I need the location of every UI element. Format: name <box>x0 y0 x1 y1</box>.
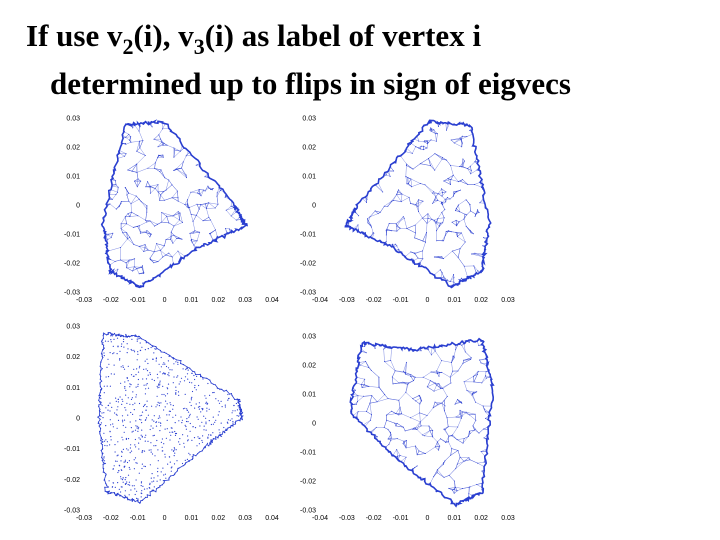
y-tick-label: -0.03 <box>300 290 316 297</box>
y-tick-label: -0.03 <box>300 508 316 515</box>
mesh-graph <box>97 332 244 504</box>
mesh-boundary <box>100 119 249 289</box>
x-tick-label: 0.02 <box>211 297 225 304</box>
y-tick-label: 0.02 <box>302 363 316 370</box>
y-tick-label: 0 <box>312 421 316 428</box>
x-tick-label: 0.02 <box>474 515 488 522</box>
x-tick-label: 0.02 <box>211 515 225 522</box>
x-tick-label: -0.01 <box>393 515 409 522</box>
x-tick-label: 0.03 <box>501 515 515 522</box>
mesh-graph <box>100 119 249 289</box>
y-tick-label: 0.01 <box>66 385 80 392</box>
x-tick-label: -0.01 <box>130 297 146 304</box>
x-tick-label: -0.03 <box>76 515 92 522</box>
x-tick-label: 0 <box>163 297 167 304</box>
y-tick-label: 0 <box>76 203 80 210</box>
plot-axes: 0.03 0.02 0.01 0 -0.01 -0.02 -0.03-0.03 -0.02 -0… <box>64 324 279 523</box>
x-tick-label: 0.04 <box>265 297 279 304</box>
mesh-boundary <box>349 337 495 508</box>
y-tick-label: -0.03 <box>64 290 80 297</box>
x-tick-label: 0.04 <box>265 515 279 522</box>
title-subscript-3: 3 <box>193 34 205 59</box>
x-tick-label: 0.01 <box>185 297 199 304</box>
x-tick-label: -0.03 <box>76 297 92 304</box>
x-tick-label: -0.04 <box>312 297 328 304</box>
y-tick-label: -0.01 <box>300 450 316 457</box>
x-tick-label: 0 <box>425 297 429 304</box>
y-tick-label: 0 <box>76 416 80 423</box>
x-tick-label: 0.03 <box>501 297 515 304</box>
x-tick-label: -0.03 <box>339 515 355 522</box>
y-tick-label: -0.02 <box>300 479 316 486</box>
x-tick-label: 0.02 <box>474 297 488 304</box>
x-tick-label: 0 <box>425 515 429 522</box>
mesh-vertices <box>97 332 244 504</box>
y-tick-label: 0.01 <box>66 174 80 181</box>
x-tick-label: -0.01 <box>130 515 146 522</box>
x-tick-label: -0.02 <box>103 297 119 304</box>
y-tick-label: -0.02 <box>300 261 316 268</box>
y-tick-label: 0.02 <box>302 145 316 152</box>
x-tick-label: 0.01 <box>447 515 461 522</box>
y-tick-label: -0.02 <box>64 261 80 268</box>
y-tick-label: 0.01 <box>302 392 316 399</box>
y-tick-label: 0.03 <box>66 116 80 123</box>
mesh-vertices <box>349 338 494 507</box>
x-tick-label: -0.02 <box>366 515 382 522</box>
y-tick-label: 0.03 <box>302 334 316 341</box>
x-tick-label: -0.01 <box>393 297 409 304</box>
eigenvector-plot-bottom-right: 0.030.020.010-0.01-0.02-0.03-0.04 -0.03 -0… <box>300 334 515 523</box>
eigenvector-plot-bottom-left: 0.03 0.02 0.01 0 -0.01 -0.02 -0.03-0.03 -0.02 -0… <box>64 324 279 523</box>
mesh-vertices <box>101 120 248 288</box>
mesh-edges <box>101 121 248 288</box>
mesh-edges <box>350 338 494 507</box>
plot-axes: 0.03 0.02 0.01 0 -0.01 -0.02 -0.03-0.03 -0.02 -0… <box>64 116 279 305</box>
y-tick-label: 0 <box>312 203 316 210</box>
eigenvector-plot-top-right: 0.030.020.010-0.01-0.02-0.03-0.04 -0.03 -0… <box>300 116 515 305</box>
mesh-vertices <box>344 119 492 289</box>
mesh-edges <box>345 119 491 288</box>
mesh-graph <box>344 119 492 289</box>
x-tick-label: -0.03 <box>339 297 355 304</box>
plot-axes: 0.030.020.010-0.01-0.02-0.03-0.04 -0.03 -0… <box>300 334 515 523</box>
slide-title-line-2: determined up to flips in sign of eigvec… <box>50 66 571 101</box>
y-tick-label: -0.03 <box>64 508 80 515</box>
x-tick-label: 0.01 <box>185 515 199 522</box>
x-tick-label: 0 <box>163 515 167 522</box>
y-tick-label: -0.01 <box>64 232 80 239</box>
x-tick-label: -0.02 <box>366 297 382 304</box>
y-tick-label: -0.02 <box>64 477 80 484</box>
y-tick-label: -0.01 <box>64 446 80 453</box>
x-tick-label: 0.03 <box>238 515 252 522</box>
x-tick-label: -0.02 <box>103 515 119 522</box>
y-tick-label: 0.02 <box>66 354 80 361</box>
y-tick-label: 0.01 <box>302 174 316 181</box>
y-tick-label: -0.01 <box>300 232 316 239</box>
mesh-graph <box>349 337 495 508</box>
title-text-pre: If use v <box>26 18 123 53</box>
plot-axes: 0.030.020.010-0.01-0.02-0.03-0.04 -0.03 -0… <box>300 116 515 305</box>
y-tick-label: 0.02 <box>66 145 80 152</box>
slide-title-line-1: If use v2(i), v3(i) as label of vertex i <box>26 18 720 59</box>
title-text-post: (i) as label of vertex i <box>204 18 482 53</box>
x-tick-label: 0.03 <box>238 297 252 304</box>
x-tick-label: 0.01 <box>447 297 461 304</box>
y-tick-label: 0.03 <box>302 116 316 123</box>
title-text-mid: (i), v <box>133 18 194 53</box>
y-tick-label: 0.03 <box>66 324 80 331</box>
x-tick-label: -0.04 <box>312 515 328 522</box>
title-subscript-2: 2 <box>122 34 134 59</box>
eigenvector-plot-top-left: 0.03 0.02 0.01 0 -0.01 -0.02 -0.03-0.03 -0.02 -0… <box>64 116 279 305</box>
